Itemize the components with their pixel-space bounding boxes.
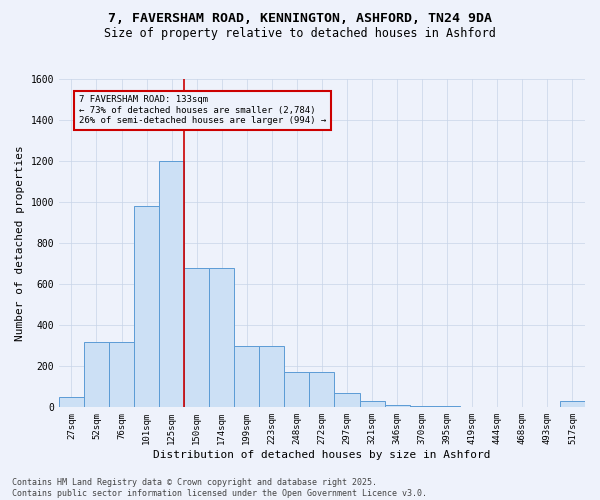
Text: Size of property relative to detached houses in Ashford: Size of property relative to detached ho… <box>104 28 496 40</box>
Bar <box>159 161 184 408</box>
Bar <box>209 268 234 407</box>
Bar <box>109 342 134 407</box>
Y-axis label: Number of detached properties: Number of detached properties <box>15 146 25 341</box>
Bar <box>560 401 585 407</box>
Bar <box>234 346 259 408</box>
Bar <box>259 346 284 408</box>
Bar <box>59 397 84 407</box>
Bar <box>310 372 334 408</box>
Bar <box>410 406 434 408</box>
Bar <box>134 206 159 408</box>
Bar <box>184 268 209 407</box>
X-axis label: Distribution of detached houses by size in Ashford: Distribution of detached houses by size … <box>153 450 491 460</box>
Text: 7, FAVERSHAM ROAD, KENNINGTON, ASHFORD, TN24 9DA: 7, FAVERSHAM ROAD, KENNINGTON, ASHFORD, … <box>108 12 492 26</box>
Text: Contains HM Land Registry data © Crown copyright and database right 2025.
Contai: Contains HM Land Registry data © Crown c… <box>12 478 427 498</box>
Text: 7 FAVERSHAM ROAD: 133sqm
← 73% of detached houses are smaller (2,784)
26% of sem: 7 FAVERSHAM ROAD: 133sqm ← 73% of detach… <box>79 96 326 125</box>
Bar <box>385 406 410 407</box>
Bar <box>284 372 310 408</box>
Bar <box>84 342 109 407</box>
Bar <box>334 393 359 407</box>
Bar <box>434 406 460 408</box>
Bar <box>359 401 385 407</box>
